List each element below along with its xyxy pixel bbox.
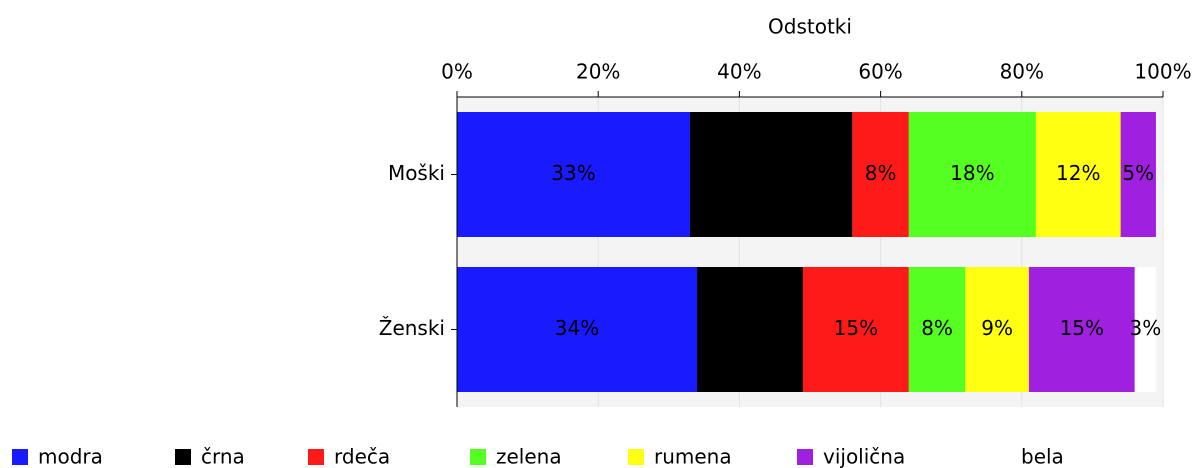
legend-label: vijolična	[823, 445, 905, 468]
y-tick-label: Moški	[388, 161, 445, 185]
data-label: 15%	[728, 316, 772, 340]
bar-segment	[457, 267, 698, 392]
x-tick-label: 80%	[1000, 60, 1044, 84]
data-label: 12%	[1056, 161, 1100, 185]
legend-label: modra	[38, 445, 103, 468]
legend-label: rdeča	[334, 445, 390, 468]
data-label: 34%	[555, 316, 599, 340]
data-label: 3%	[1129, 316, 1161, 340]
bar-segment	[1028, 267, 1135, 392]
bar-segment	[457, 112, 690, 237]
legend-swatch	[12, 449, 28, 465]
chart-title: Odstotki	[768, 15, 852, 39]
x-tick-label: 40%	[717, 60, 761, 84]
data-label: 8%	[865, 161, 897, 185]
bar-segment	[1134, 267, 1156, 392]
x-tick-label: 0%	[441, 60, 473, 84]
legend-swatch	[470, 449, 486, 465]
bar-segment	[908, 112, 1036, 237]
legend-label: zelena	[496, 445, 562, 468]
legend-swatch	[797, 449, 813, 465]
data-label: 8%	[921, 316, 953, 340]
bar-segment	[697, 267, 803, 392]
x-tick-label: 100%	[1134, 60, 1191, 84]
legend-swatch	[995, 449, 1011, 465]
x-tick-label: 60%	[858, 60, 902, 84]
legend-label: bela	[1021, 445, 1064, 468]
x-tick-label: 20%	[576, 60, 620, 84]
bar-segment	[908, 267, 966, 392]
data-label: 23%	[749, 161, 793, 185]
bar-segment	[965, 267, 1029, 392]
data-label: 33%	[551, 161, 595, 185]
bar-segment	[802, 267, 909, 392]
legend-swatch	[175, 449, 191, 465]
legend-swatch	[628, 449, 644, 465]
data-label: 5%	[1122, 161, 1154, 185]
data-label: 15%	[1060, 316, 1104, 340]
legend-label: rumena	[654, 445, 732, 468]
legend-swatch	[308, 449, 324, 465]
bar-segment	[689, 112, 853, 237]
bar-segment	[852, 112, 909, 237]
bar-segment	[1035, 112, 1121, 237]
y-tick-label: Ženski	[379, 316, 445, 340]
data-label: 9%	[981, 316, 1013, 340]
legend-label: črna	[201, 445, 245, 468]
bar-segment	[1120, 112, 1156, 237]
data-label: 18%	[950, 161, 994, 185]
data-label: 15%	[834, 316, 878, 340]
